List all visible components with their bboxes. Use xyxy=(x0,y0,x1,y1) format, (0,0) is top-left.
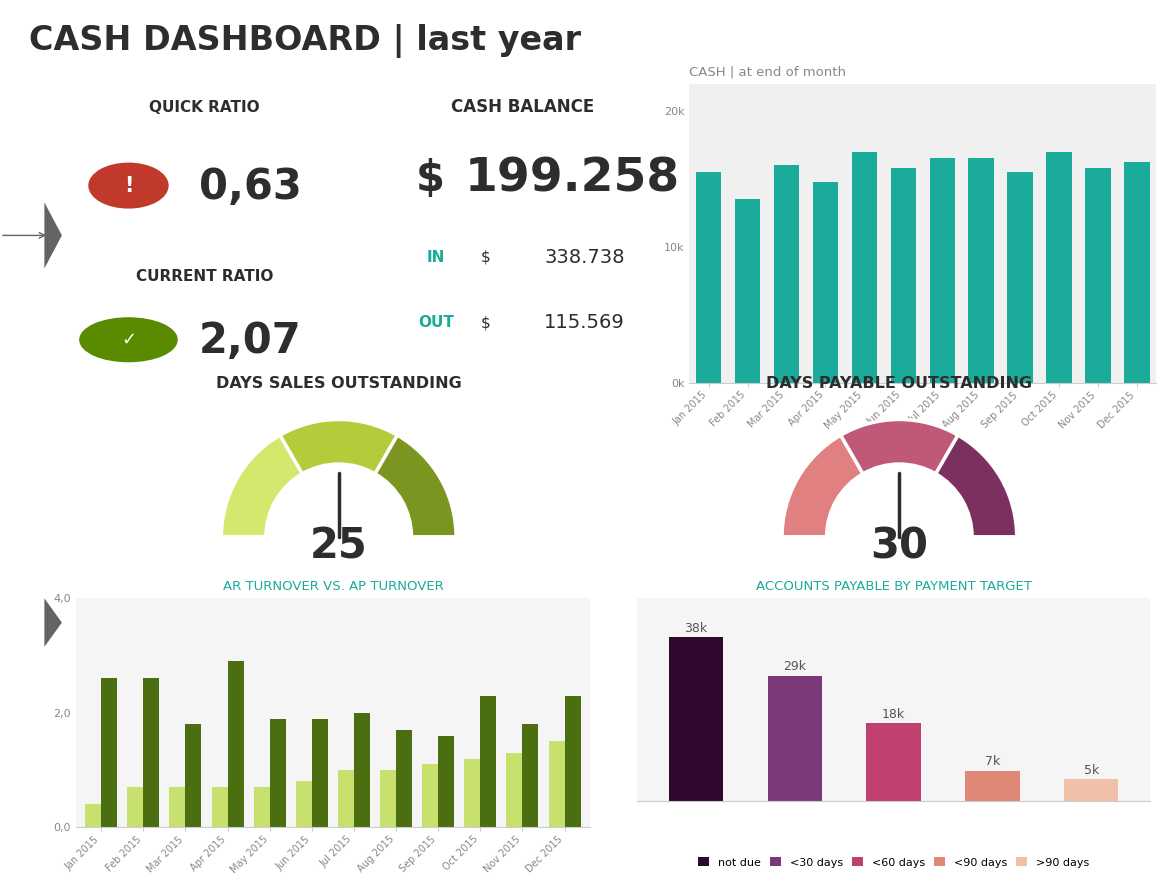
Text: IN: IN xyxy=(426,250,445,265)
Bar xyxy=(228,662,244,827)
Text: CURRENT RATIO: CURRENT RATIO xyxy=(135,268,273,284)
Bar xyxy=(522,724,538,827)
Text: 2,07: 2,07 xyxy=(199,320,301,363)
Text: $: $ xyxy=(481,250,491,265)
Bar xyxy=(211,787,228,827)
Text: CASH BALANCE: CASH BALANCE xyxy=(451,98,595,116)
Bar xyxy=(253,787,270,827)
Bar xyxy=(396,730,412,827)
Text: C
A
S
H
 
C
O
N
V
E
R
S
I
O
N: C A S H C O N V E R S I O N xyxy=(20,539,29,723)
Text: 0,63: 0,63 xyxy=(199,166,301,209)
Text: 199.258: 199.258 xyxy=(465,157,680,202)
Circle shape xyxy=(827,464,972,610)
Text: W
O
R
K
I
N
G
 
C
A
P
I
T
A
L: W O R K I N G C A P I T A L xyxy=(19,143,30,327)
Bar xyxy=(507,753,522,827)
Text: QUICK RATIO: QUICK RATIO xyxy=(150,99,259,114)
Text: !: ! xyxy=(124,176,133,195)
Bar xyxy=(380,770,396,827)
Bar xyxy=(438,736,454,827)
Bar xyxy=(312,718,328,827)
Wedge shape xyxy=(222,436,303,537)
Bar xyxy=(186,724,201,827)
Title: AR TURNOVER VS. AP TURNOVER: AR TURNOVER VS. AP TURNOVER xyxy=(223,580,443,593)
Text: 38k: 38k xyxy=(684,621,708,634)
Bar xyxy=(1007,172,1033,383)
Wedge shape xyxy=(280,420,397,473)
Bar xyxy=(1085,168,1111,383)
Legend: not due, <30 days, <60 days, <90 days, >90 days: not due, <30 days, <60 days, <90 days, >… xyxy=(694,853,1093,872)
Bar xyxy=(270,718,286,827)
Wedge shape xyxy=(783,436,863,537)
Wedge shape xyxy=(936,436,1016,537)
Polygon shape xyxy=(44,598,62,647)
Text: CASH | at end of month: CASH | at end of month xyxy=(689,65,846,78)
Text: 115.569: 115.569 xyxy=(544,313,625,333)
Text: 338.738: 338.738 xyxy=(544,248,625,267)
Bar xyxy=(480,695,496,827)
Bar xyxy=(867,723,920,801)
Bar xyxy=(930,158,954,383)
Bar xyxy=(85,804,102,827)
Bar xyxy=(549,741,564,827)
Text: $: $ xyxy=(416,158,444,200)
Text: ✓: ✓ xyxy=(121,331,135,348)
Bar xyxy=(296,781,312,827)
Polygon shape xyxy=(44,202,62,268)
Circle shape xyxy=(79,318,178,362)
Text: 18k: 18k xyxy=(882,708,905,721)
Text: $: $ xyxy=(481,315,491,330)
Bar xyxy=(144,678,159,827)
Circle shape xyxy=(266,464,411,610)
Bar xyxy=(1124,163,1149,383)
Text: CASH DASHBOARD | last year: CASH DASHBOARD | last year xyxy=(29,24,582,58)
Bar xyxy=(851,151,877,383)
Text: 29k: 29k xyxy=(784,660,806,673)
Wedge shape xyxy=(841,420,958,473)
Bar xyxy=(422,764,438,827)
Bar xyxy=(465,759,480,827)
Bar xyxy=(813,181,837,383)
Bar xyxy=(735,199,760,383)
Bar xyxy=(564,695,580,827)
Text: OUT: OUT xyxy=(418,315,454,330)
Circle shape xyxy=(89,164,168,208)
Text: 30: 30 xyxy=(870,525,929,568)
Bar xyxy=(1064,780,1119,801)
Bar xyxy=(767,676,822,801)
Bar xyxy=(102,678,117,827)
Text: 5k: 5k xyxy=(1084,764,1099,777)
Bar xyxy=(696,172,721,383)
Text: 25: 25 xyxy=(310,525,368,568)
Bar xyxy=(1047,151,1071,383)
Bar xyxy=(668,637,723,801)
Title: ACCOUNTS PAYABLE BY PAYMENT TARGET: ACCOUNTS PAYABLE BY PAYMENT TARGET xyxy=(756,580,1031,593)
Bar xyxy=(773,165,799,383)
Bar xyxy=(338,770,354,827)
Bar xyxy=(127,787,144,827)
Text: 7k: 7k xyxy=(985,755,1000,768)
Title: DAYS SALES OUTSTANDING: DAYS SALES OUTSTANDING xyxy=(216,376,461,391)
Bar xyxy=(169,787,186,827)
Bar xyxy=(890,168,916,383)
Bar xyxy=(968,158,994,383)
Bar xyxy=(965,771,1020,801)
Wedge shape xyxy=(375,436,456,537)
Bar xyxy=(354,713,370,827)
Title: DAYS PAYABLE OUTSTANDING: DAYS PAYABLE OUTSTANDING xyxy=(766,376,1033,391)
